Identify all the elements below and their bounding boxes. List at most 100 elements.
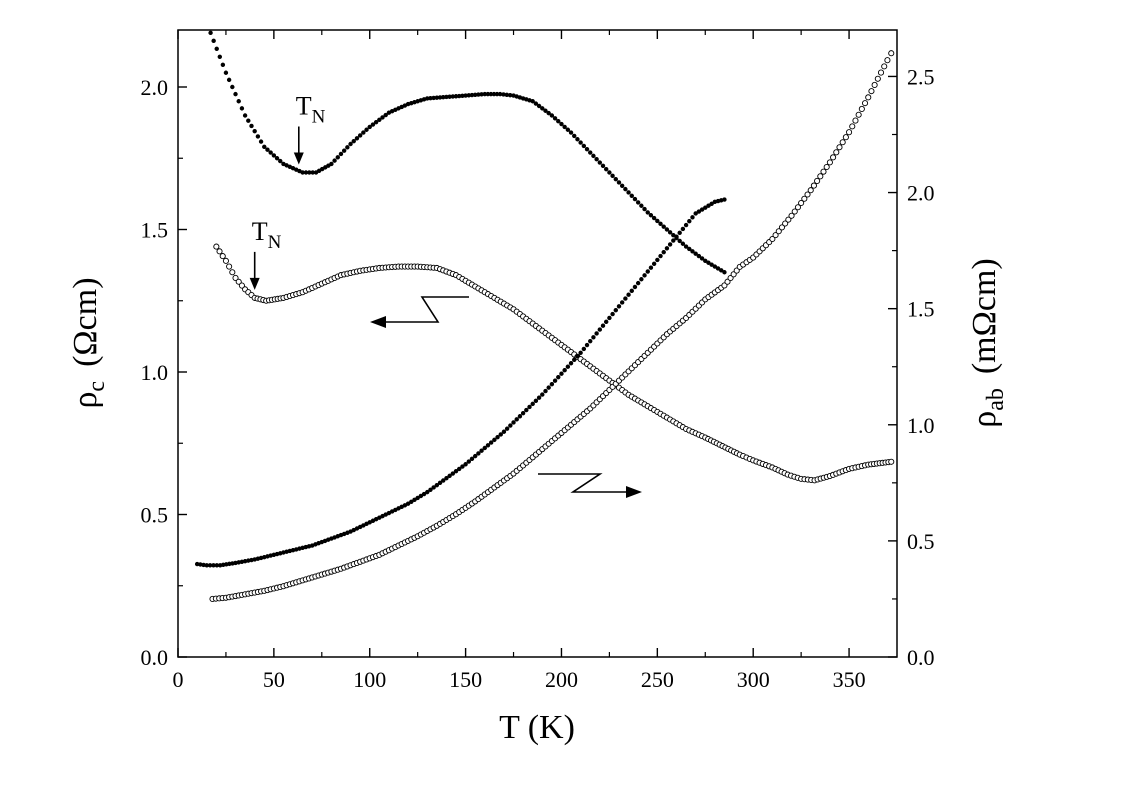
y-right-axis-title: ρab (mΩcm) (966, 258, 1009, 428)
data-point (810, 182, 817, 189)
data-point (230, 84, 235, 90)
data-point (559, 371, 564, 376)
data-point (687, 246, 692, 252)
right-axis-arrow-indicator (538, 473, 642, 498)
data-point (485, 443, 491, 448)
data-point (642, 273, 647, 278)
data-point (520, 410, 526, 416)
x-tick-label: 0 (173, 667, 184, 692)
data-point (600, 163, 606, 169)
data-point (332, 158, 337, 163)
data-point (868, 88, 875, 95)
data-point (527, 404, 532, 410)
data-point (594, 157, 599, 162)
data-point (603, 319, 609, 325)
data-point (680, 241, 686, 246)
y-right-tick-label: 1.5 (907, 297, 935, 322)
data-point (782, 220, 789, 227)
data-point (881, 63, 888, 70)
data-point (888, 50, 895, 57)
data-point (511, 420, 516, 425)
y-left-symbol: ρ (67, 392, 104, 409)
data-point (268, 150, 273, 155)
data-point (562, 124, 567, 130)
data-point (472, 453, 478, 459)
plot-frame (177, 29, 898, 658)
data-point (594, 331, 599, 336)
data-point (357, 133, 363, 138)
data-point (588, 150, 593, 155)
data-point (852, 117, 859, 124)
data-point (703, 205, 708, 210)
data-point (696, 209, 702, 214)
data-point (335, 155, 340, 160)
series-3-right-filled (194, 197, 727, 568)
x-tick-label: 300 (737, 667, 770, 692)
data-point (364, 127, 369, 132)
annotations-layer: TN TN (249, 92, 326, 290)
y-right-tick-label: 0.5 (907, 529, 935, 554)
data-point (572, 133, 577, 139)
data-point (415, 495, 420, 501)
data-point (246, 118, 251, 123)
data-point (613, 176, 618, 182)
data-point (488, 440, 494, 445)
data-point (645, 269, 650, 274)
data-point (536, 103, 542, 109)
data-point (444, 475, 449, 481)
tn-label: TN (252, 217, 282, 253)
data-point (699, 256, 705, 261)
data-point (626, 190, 631, 195)
data-point (216, 248, 223, 255)
data-point (533, 101, 539, 106)
data-point (329, 161, 334, 167)
data-point (632, 196, 638, 202)
data-point (597, 160, 603, 165)
data-point (674, 234, 679, 239)
data-point (849, 123, 856, 130)
data-point (258, 139, 264, 144)
data-point (217, 54, 223, 59)
data-point (632, 284, 638, 290)
data-point (278, 158, 283, 164)
data-point (817, 173, 824, 180)
x-tick-label: 150 (449, 667, 482, 692)
data-point (683, 244, 689, 249)
data-point (418, 493, 424, 499)
y-left-unit: (Ωcm) (67, 277, 104, 366)
data-point (616, 304, 622, 309)
data-point (562, 368, 567, 373)
data-point (431, 485, 436, 490)
data-point (514, 417, 519, 422)
y-left-tick-label: 0.5 (141, 503, 169, 528)
tn-label: TN (296, 92, 326, 128)
data-point (249, 123, 254, 129)
data-point (453, 469, 459, 474)
data-point (826, 159, 833, 166)
data-point (242, 113, 248, 118)
data-point (877, 69, 885, 76)
data-point (846, 129, 853, 136)
data-point (706, 260, 711, 265)
data-point (508, 423, 513, 428)
data-point (814, 177, 821, 184)
data-point (619, 300, 625, 305)
data-point (405, 501, 411, 506)
tn-annotation-1: TN (293, 92, 326, 165)
data-point (798, 199, 805, 207)
data-point (213, 243, 220, 250)
data-point (690, 249, 695, 254)
data-point (709, 201, 714, 206)
data-point (546, 385, 551, 390)
x-tick-label: 50 (263, 667, 285, 692)
data-point (370, 122, 376, 127)
data-point (581, 143, 587, 149)
data-point (788, 212, 795, 219)
data-point (549, 381, 555, 387)
data-point (556, 374, 561, 380)
data-point (226, 263, 233, 270)
data-point (635, 280, 641, 286)
data-point (271, 153, 277, 158)
series-1-left-filled (208, 30, 727, 275)
